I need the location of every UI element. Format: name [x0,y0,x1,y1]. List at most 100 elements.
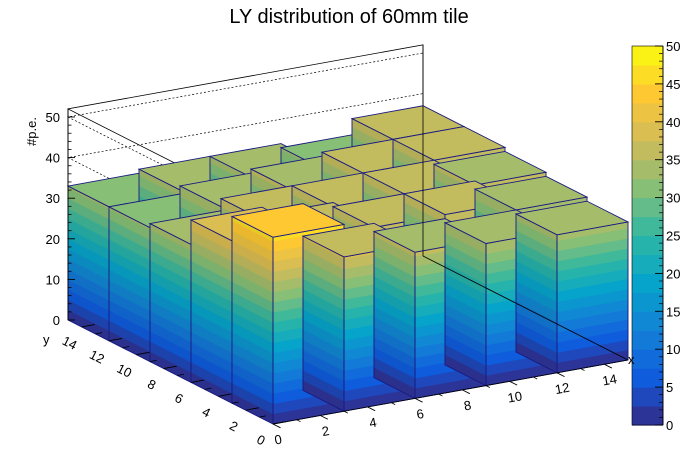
x-minor-tick [533,376,538,380]
y-minor-tick [149,360,157,362]
color-bar-tick-label: 25 [666,229,680,244]
y-tick [81,324,95,328]
x-tick [462,389,471,395]
z-tick-label: 40 [46,151,60,166]
color-bar-tick-label: 5 [666,380,673,395]
x-tick-label: 0 [273,432,283,448]
x-tick [320,415,329,420]
y-tick [136,351,150,356]
color-bar-tick-label: 10 [666,342,680,357]
bar-top [473,175,589,211]
y-tick [272,421,287,425]
color-bar-tick-label: 40 [666,115,680,130]
y-tick-label: 2 [227,418,240,435]
color-bar-band [632,121,663,142]
y-tick-label: 14 [60,333,80,353]
color-bar-band [632,292,663,312]
z-tick-label: 20 [46,232,60,247]
z-tick-label: 30 [46,191,60,206]
color-bar-band [632,216,663,237]
y-tick [190,379,205,383]
bars [66,105,630,425]
color-bar-tick-label: 50 [666,39,680,54]
bar-top [230,203,346,238]
x-minor-tick [580,368,585,371]
color-bar-band [632,349,663,369]
y-tick [245,407,259,411]
x-tick-label: 12 [554,380,571,397]
x-tick [272,423,281,429]
y-minor-tick [122,346,130,349]
color-bar-band [632,140,663,161]
y-minor-tick [259,415,267,418]
color-bar-band [632,159,663,180]
color-bar-band [632,330,663,350]
z-axis-label: #p.e. [24,117,39,146]
color-bar-tick-label: 30 [666,191,680,206]
x-minor-tick [343,410,349,414]
color-bar-band [632,178,663,199]
x-tick-label: 10 [506,388,523,405]
x-minor-tick [438,393,443,397]
color-bar-tick-label: 20 [666,266,680,281]
color-bar-tick-label: 45 [666,77,680,92]
x-tick-label: 2 [321,423,331,439]
bar [514,200,630,374]
x-tick-label: 8 [463,397,473,413]
y-tick-label: 6 [172,390,185,407]
y-tick-label: 12 [87,347,107,367]
frame-front [272,44,629,425]
color-bar-band [632,387,663,407]
x-axis: 0 2 4 6 8 10 12 14 [272,363,618,448]
color-bar-band [632,64,663,85]
color-bar-band [632,254,663,274]
y-minor-tick [231,401,239,404]
z-tick-label: 50 [46,110,60,125]
color-bar-band [632,406,663,426]
y-tick [218,393,232,397]
y-tick-label: 4 [200,404,213,421]
color-bar-band [632,235,663,256]
color-bar-tick-label: 0 [666,418,673,433]
bar-top [391,126,507,161]
bar-top [432,150,548,186]
color-bar: 0 5 10 15 20 25 30 35 40 45 50 [631,39,680,433]
x-tick [414,397,423,403]
y-tick-label: 0 [254,432,267,449]
x-tick [509,380,518,386]
x-minor-tick [485,385,491,388]
y-tick-label: 10 [115,361,135,381]
color-bar-band [632,368,663,388]
y-axis-label: y [43,332,50,347]
color-bar-tick-label: 15 [666,304,680,319]
x-tick [367,406,376,412]
color-bar-band [632,102,663,123]
x-tick-label: 6 [415,406,425,422]
color-bar-band [632,46,663,66]
color-bar-band [632,83,663,104]
x-tick-label: 4 [368,414,378,430]
bar-top [514,200,630,236]
y-tick-label: 8 [145,376,158,393]
frame-edge [422,255,629,361]
frame-edge [272,359,629,425]
z-axis: 0 10 20 30 40 50 [46,108,75,328]
x-tick-label: 14 [601,371,618,388]
color-bar-band [632,197,663,218]
y-minor-tick [177,373,185,376]
x-minor-tick [391,402,396,405]
z-tick-label: 0 [53,313,60,328]
color-bar-band [632,273,663,293]
y-minor-tick [204,387,212,390]
y-tick [163,365,177,369]
y-minor-tick [95,332,103,335]
chart-title: LY distribution of 60mm tile [229,6,468,28]
z-tick-label: 10 [46,272,60,287]
x-tick [604,363,613,369]
y-tick [108,338,123,342]
x-axis-label: x [628,352,635,367]
x-minor-tick [296,419,301,423]
x-tick [556,372,565,378]
color-bar-tick-label: 35 [666,153,680,168]
